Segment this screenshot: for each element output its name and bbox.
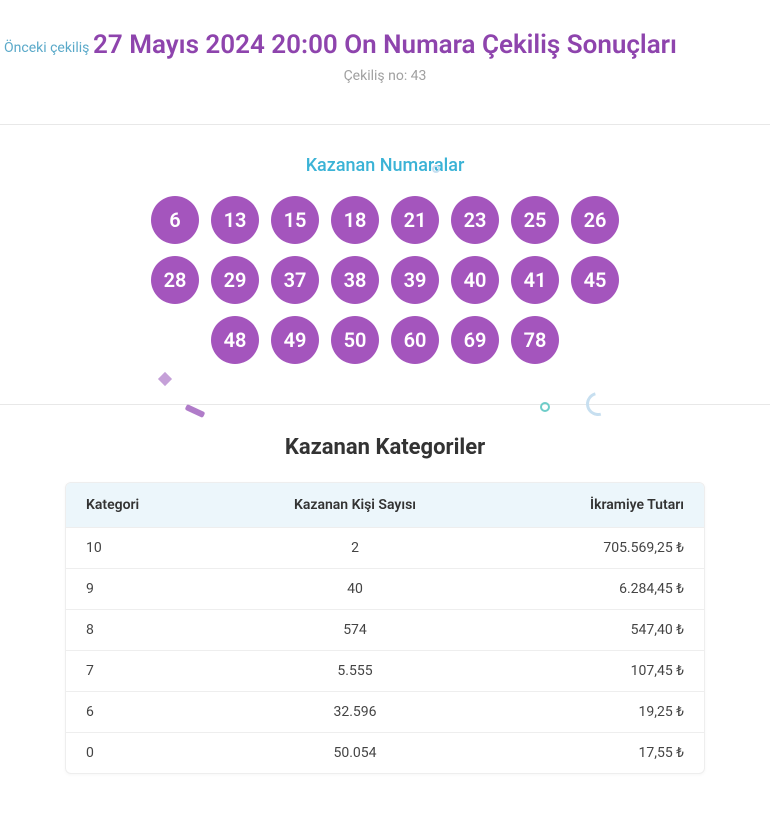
number-ball: 48 xyxy=(211,316,259,364)
table-header: Kategori Kazanan Kişi Sayısı İkramiye Tu… xyxy=(66,483,704,527)
cell-category: 0 xyxy=(86,745,206,761)
column-prize: İkramiye Tutarı xyxy=(504,497,684,513)
number-ball: 38 xyxy=(331,256,379,304)
number-ball: 41 xyxy=(511,256,559,304)
cell-prize: 17,55 ₺ xyxy=(504,745,684,761)
cell-winners: 5.555 xyxy=(206,663,504,679)
table-row: 75.555107,45 ₺ xyxy=(66,650,704,691)
header: Önceki çekiliş 27 Mayıs 2024 20:00 On Nu… xyxy=(0,0,770,104)
draw-number: Çekiliş no: 43 xyxy=(20,68,750,84)
cell-winners: 40 xyxy=(206,581,504,597)
categories-table: Kategori Kazanan Kişi Sayısı İkramiye Tu… xyxy=(65,482,705,774)
number-ball: 69 xyxy=(451,316,499,364)
number-ball: 13 xyxy=(211,196,259,244)
cell-winners: 2 xyxy=(206,540,504,556)
previous-draw-link[interactable]: Önceki çekiliş xyxy=(4,40,89,56)
cell-winners: 574 xyxy=(206,622,504,638)
cell-category: 9 xyxy=(86,581,206,597)
table-row: 102705.569,25 ₺ xyxy=(66,527,704,568)
winning-numbers-list: 613151821232526 2829373839404145 484950606… xyxy=(135,196,635,364)
categories-section: Kazanan Kategoriler Kategori Kazanan Kiş… xyxy=(0,405,770,814)
number-ball: 25 xyxy=(511,196,559,244)
column-winners: Kazanan Kişi Sayısı xyxy=(206,497,504,513)
winning-numbers-section: Kazanan Numaralar 6131518212325262829373… xyxy=(0,125,770,405)
number-ball: 21 xyxy=(391,196,439,244)
page-title: 27 Mayıs 2024 20:00 On Numara Çekiliş So… xyxy=(20,30,750,60)
cell-prize: 547,40 ₺ xyxy=(504,622,684,638)
number-ball: 39 xyxy=(391,256,439,304)
winning-numbers-title: Kazanan Numaralar xyxy=(40,155,730,176)
cell-prize: 107,45 ₺ xyxy=(504,663,684,679)
cell-winners: 50.054 xyxy=(206,745,504,761)
column-category: Kategori xyxy=(86,497,206,513)
number-ball: 50 xyxy=(331,316,379,364)
categories-title: Kazanan Kategoriler xyxy=(40,435,730,460)
number-ball: 40 xyxy=(451,256,499,304)
number-ball: 45 xyxy=(571,256,619,304)
table-row: 632.59619,25 ₺ xyxy=(66,691,704,732)
cell-winners: 32.596 xyxy=(206,704,504,720)
number-ball: 37 xyxy=(271,256,319,304)
number-ball: 6 xyxy=(151,196,199,244)
number-ball: 28 xyxy=(151,256,199,304)
number-ball: 26 xyxy=(571,196,619,244)
number-ball: 23 xyxy=(451,196,499,244)
cell-prize: 705.569,25 ₺ xyxy=(504,540,684,556)
table-row: 8574547,40 ₺ xyxy=(66,609,704,650)
table-body: 102705.569,25 ₺9406.284,45 ₺8574547,40 ₺… xyxy=(66,527,704,773)
number-ball: 49 xyxy=(271,316,319,364)
cell-prize: 6.284,45 ₺ xyxy=(504,581,684,597)
number-ball: 29 xyxy=(211,256,259,304)
table-row: 9406.284,45 ₺ xyxy=(66,568,704,609)
number-ball: 15 xyxy=(271,196,319,244)
cell-category: 7 xyxy=(86,663,206,679)
cell-category: 8 xyxy=(86,622,206,638)
cell-prize: 19,25 ₺ xyxy=(504,704,684,720)
number-ball: 60 xyxy=(391,316,439,364)
cell-category: 6 xyxy=(86,704,206,720)
number-ball: 18 xyxy=(331,196,379,244)
number-ball: 78 xyxy=(511,316,559,364)
confetti-icon xyxy=(158,372,172,386)
table-row: 050.05417,55 ₺ xyxy=(66,732,704,773)
cell-category: 10 xyxy=(86,540,206,556)
